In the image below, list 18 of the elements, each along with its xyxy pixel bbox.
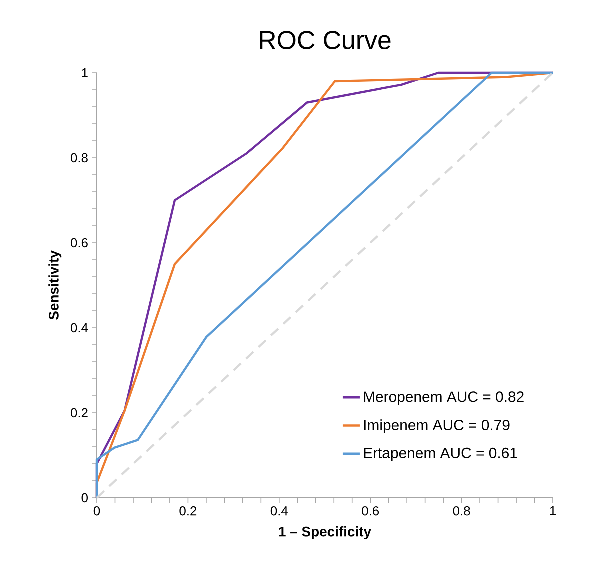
legend-label: Imipenem AUC = 0.79 [364,420,510,434]
chart-title: ROC Curve [260,31,391,50]
x-tick-label: 0.8 [453,506,470,516]
y-tick-label: 0.4 [70,323,88,333]
y-tick-label: 0 [82,493,88,503]
x-tick-label: 0.2 [180,506,197,516]
x-tick-label: 0.6 [362,506,380,516]
x-tick-label: 1 [550,506,556,516]
y-tick-label: 1 [82,68,88,78]
x-axis-title: 1 – Specificity [279,526,372,540]
x-tick-label: 0.4 [270,506,288,516]
y-tick-label: 0.8 [70,153,88,163]
x-tick-label: 0 [94,506,100,516]
y-tick-label: 0.6 [70,238,88,248]
legend-label: Meropenem AUC = 0.82 [364,392,524,406]
y-tick-label: 0.2 [70,408,88,418]
y-axis-title: Sensitivity [48,250,62,320]
legend-label: Ertapenem AUC = 0.61 [364,448,518,462]
